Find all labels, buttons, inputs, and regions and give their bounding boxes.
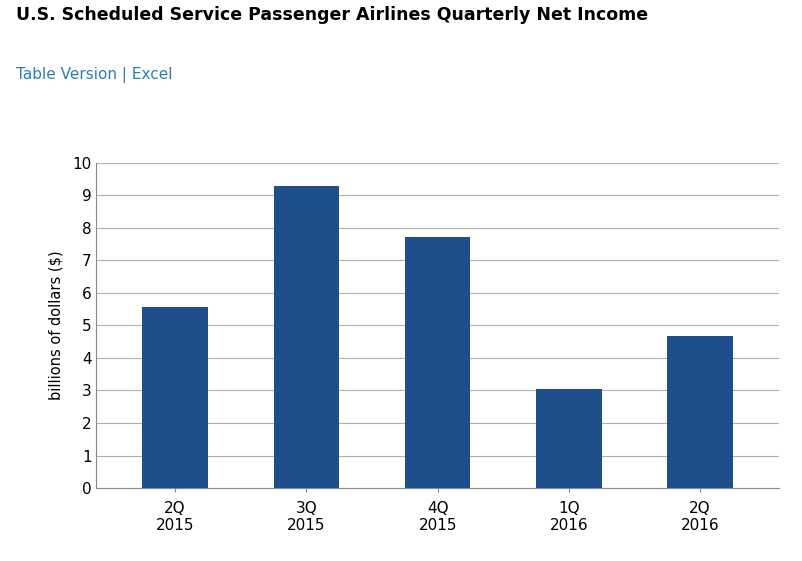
Y-axis label: billions of dollars ($): billions of dollars ($) [49, 251, 64, 400]
Text: U.S. Scheduled Service Passenger Airlines Quarterly Net Income: U.S. Scheduled Service Passenger Airline… [16, 6, 647, 24]
Bar [142, 307, 208, 488]
Bar [536, 389, 601, 488]
Text: Table Version | Excel: Table Version | Excel [16, 67, 172, 84]
Bar [666, 336, 732, 488]
Bar [273, 186, 338, 488]
Bar [404, 237, 470, 488]
